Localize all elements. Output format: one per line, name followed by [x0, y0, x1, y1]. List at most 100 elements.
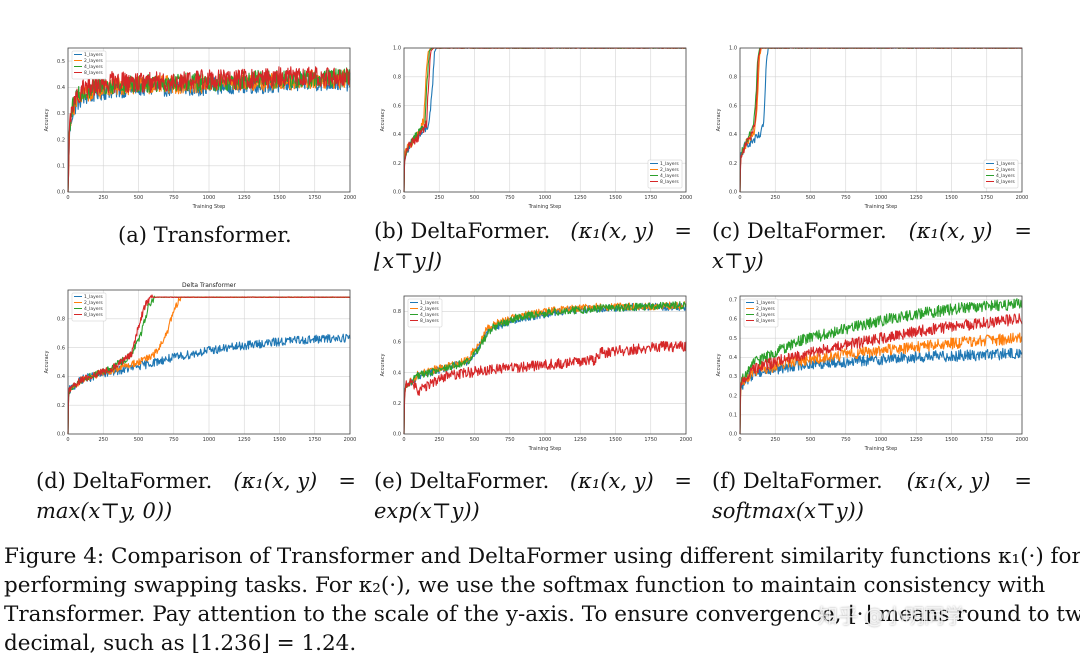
- legend-label: 1_layers: [756, 300, 775, 306]
- legend-label: 1_layers: [84, 294, 103, 300]
- y-axis-label: Accuracy: [380, 109, 386, 132]
- y-tick-label: 0.2: [729, 161, 737, 167]
- x-tick-label: 1000: [539, 195, 552, 201]
- y-tick-label: 0.8: [393, 75, 401, 81]
- y-axis-label: Accuracy: [380, 354, 386, 377]
- y-tick-label: 0.6: [393, 103, 401, 109]
- y-tick-label: 0.3: [729, 374, 737, 380]
- y-tick-label: 0.6: [729, 317, 737, 323]
- legend-label: 2_layers: [420, 306, 439, 312]
- plot-frame: [403, 47, 687, 193]
- subcaption-e: (e) DeltaFormer. (κ₁(x, y) = exp(x⊤y)): [374, 466, 692, 526]
- x-axis-label: Training Step: [864, 204, 898, 210]
- y-tick-label: 0.4: [393, 370, 401, 376]
- subcaption-b-label: (b) DeltaFormer.: [374, 219, 551, 243]
- series-line-4_layers: [739, 298, 1023, 435]
- y-tick-label: 0.4: [729, 355, 737, 361]
- subcaption-f-eq: =: [1014, 469, 1032, 493]
- chart-panel-c: 0 250 500 750 1000 1250 1500 1750 2000 0.0 0.2 0.4 0…: [712, 38, 1028, 210]
- x-tick-label: 250: [770, 437, 780, 443]
- subcaption-d-eq: =: [338, 469, 356, 493]
- x-tick-label: 1000: [203, 195, 216, 201]
- x-axis-label: Training Step: [864, 446, 898, 452]
- x-tick-label: 1500: [273, 195, 286, 201]
- series-line-8_layers: [67, 294, 351, 435]
- y-tick-label: 0.8: [393, 309, 401, 315]
- x-tick-label: 1000: [875, 437, 888, 443]
- x-tick-label: 500: [806, 195, 816, 201]
- x-tick-label: 250: [770, 195, 780, 201]
- y-tick-label: 0.0: [393, 190, 401, 196]
- plot-frame: [403, 295, 687, 435]
- y-tick-label: 0.6: [729, 103, 737, 109]
- legend-label: 2_layers: [84, 58, 103, 64]
- legend-label: 8_layers: [84, 312, 103, 318]
- x-tick-label: 750: [169, 195, 179, 201]
- y-tick-label: 0.0: [729, 432, 737, 438]
- x-tick-label: 250: [98, 195, 108, 201]
- y-tick-label: 0.2: [393, 401, 401, 407]
- x-tick-label: 2000: [344, 195, 357, 201]
- chart-d: 0 250 500 750 1000 1250 1500 1750 2000 0.0 0.2 0.4 0…: [44, 282, 357, 443]
- subcaption-b-kappa: (κ₁(x, y): [570, 219, 655, 243]
- x-tick-label: 1750: [980, 437, 993, 443]
- figure-caption: Figure 4: Comparison of Transformer and …: [4, 542, 1080, 658]
- subcaption-f: (f) DeltaFormer. (κ₁(x, y) = softmax(x⊤y…: [712, 466, 1032, 526]
- x-tick-label: 1750: [308, 195, 321, 201]
- legend-label: 8_layers: [756, 318, 775, 324]
- x-tick-label: 1500: [609, 437, 622, 443]
- x-tick-label: 750: [505, 437, 515, 443]
- subcaption-e-kappa: (κ₁(x, y): [569, 469, 654, 493]
- x-tick-label: 500: [470, 195, 480, 201]
- x-tick-label: 250: [434, 437, 444, 443]
- legend-label: 8_layers: [660, 179, 679, 185]
- y-tick-label: 0.2: [57, 403, 65, 409]
- subcaption-d-formula: max(x⊤y, 0)): [36, 499, 173, 523]
- y-tick-label: 0.5: [57, 59, 65, 65]
- x-tick-label: 500: [134, 437, 144, 443]
- legend-label: 2_layers: [756, 306, 775, 312]
- y-tick-label: 0.3: [57, 111, 65, 117]
- y-tick-label: 1.0: [393, 46, 401, 52]
- legend-label: 4_layers: [420, 312, 439, 318]
- chart-panel-a: 0 250 500 750 1000 1250 1500 1750 2000 0.0 0.1 0.2 0…: [40, 38, 356, 210]
- x-tick-label: 1750: [644, 195, 657, 201]
- y-tick-label: 1.0: [729, 46, 737, 52]
- x-tick-label: 0: [402, 195, 405, 201]
- chart-panel-e: 0 250 500 750 1000 1250 1500 1750 2000 0.0 0.2 0.4 0…: [376, 286, 692, 452]
- chart-panel-b: 0 250 500 750 1000 1250 1500 1750 2000 0.0 0.2 0.4 0…: [376, 38, 692, 210]
- subcaption-b-formula: ⌊x⊤y⌋): [374, 249, 443, 273]
- legend-label: 4_layers: [660, 173, 679, 179]
- figure-caption-line-2: performing swapping tasks. For κ₂(·), we…: [4, 573, 1046, 598]
- legend-label: 1_layers: [84, 52, 103, 58]
- x-tick-label: 0: [738, 195, 741, 201]
- y-axis-label: Accuracy: [44, 351, 50, 374]
- subcaption-c-formula: x⊤y): [712, 249, 764, 273]
- y-tick-label: 0.2: [729, 393, 737, 399]
- subcaption-e-formula: exp(x⊤y)): [374, 499, 480, 523]
- figure-caption-line-4: decimal, such as ⌊1.236⌋ = 1.24.: [4, 631, 357, 656]
- chart-panel-f: 0 250 500 750 1000 1250 1500 1750 2000 0.0 0.1 0.2 0…: [712, 286, 1028, 452]
- x-tick-label: 2000: [344, 437, 357, 443]
- x-tick-label: 750: [505, 195, 515, 201]
- x-tick-label: 750: [841, 437, 851, 443]
- x-tick-label: 1000: [539, 437, 552, 443]
- x-tick-label: 1250: [238, 437, 251, 443]
- x-tick-label: 250: [434, 195, 444, 201]
- x-tick-label: 0: [738, 437, 741, 443]
- subcaption-c-kappa: (κ₁(x, y): [908, 219, 993, 243]
- series-line-8_layers: [67, 66, 351, 193]
- x-axis-label: Training Step: [528, 204, 562, 210]
- y-tick-label: 0.2: [57, 137, 65, 143]
- legend-label: 8_layers: [996, 179, 1015, 185]
- y-axis-label: Accuracy: [716, 354, 722, 377]
- legend-label: 1_layers: [660, 161, 679, 167]
- legend-label: 2_layers: [660, 167, 679, 173]
- legend-label: 2_layers: [996, 167, 1015, 173]
- y-tick-label: 0.1: [57, 164, 65, 170]
- y-axis-label: Accuracy: [44, 109, 50, 132]
- chart-c: 0 250 500 750 1000 1250 1500 1750 2000 0.0 0.2 0.4 0…: [716, 46, 1028, 210]
- x-axis-label: Training Step: [192, 204, 226, 210]
- x-tick-label: 1000: [203, 437, 216, 443]
- legend-label: 1_layers: [996, 161, 1015, 167]
